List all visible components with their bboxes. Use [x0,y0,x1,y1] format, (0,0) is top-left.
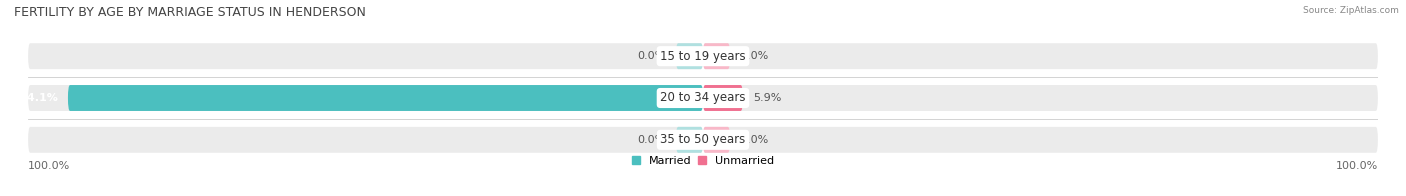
Text: Source: ZipAtlas.com: Source: ZipAtlas.com [1303,6,1399,15]
FancyBboxPatch shape [28,43,703,69]
FancyBboxPatch shape [703,43,1378,69]
FancyBboxPatch shape [703,127,1378,153]
FancyBboxPatch shape [676,127,703,153]
Text: 35 to 50 years: 35 to 50 years [661,133,745,146]
Text: 100.0%: 100.0% [1336,161,1378,171]
FancyBboxPatch shape [703,85,742,111]
Text: 5.9%: 5.9% [754,93,782,103]
FancyBboxPatch shape [703,85,1378,111]
Text: 0.0%: 0.0% [638,135,666,145]
Text: 94.1%: 94.1% [18,93,58,103]
FancyBboxPatch shape [703,43,730,69]
Text: 100.0%: 100.0% [28,161,70,171]
Text: 0.0%: 0.0% [638,51,666,61]
FancyBboxPatch shape [28,85,703,111]
FancyBboxPatch shape [67,85,703,111]
FancyBboxPatch shape [28,127,703,153]
FancyBboxPatch shape [703,127,730,153]
Text: FERTILITY BY AGE BY MARRIAGE STATUS IN HENDERSON: FERTILITY BY AGE BY MARRIAGE STATUS IN H… [14,6,366,19]
FancyBboxPatch shape [676,43,703,69]
Text: 0.0%: 0.0% [740,135,768,145]
Text: 0.0%: 0.0% [740,51,768,61]
Text: 15 to 19 years: 15 to 19 years [661,50,745,63]
Legend: Married, Unmarried: Married, Unmarried [627,151,779,170]
Text: 20 to 34 years: 20 to 34 years [661,92,745,104]
